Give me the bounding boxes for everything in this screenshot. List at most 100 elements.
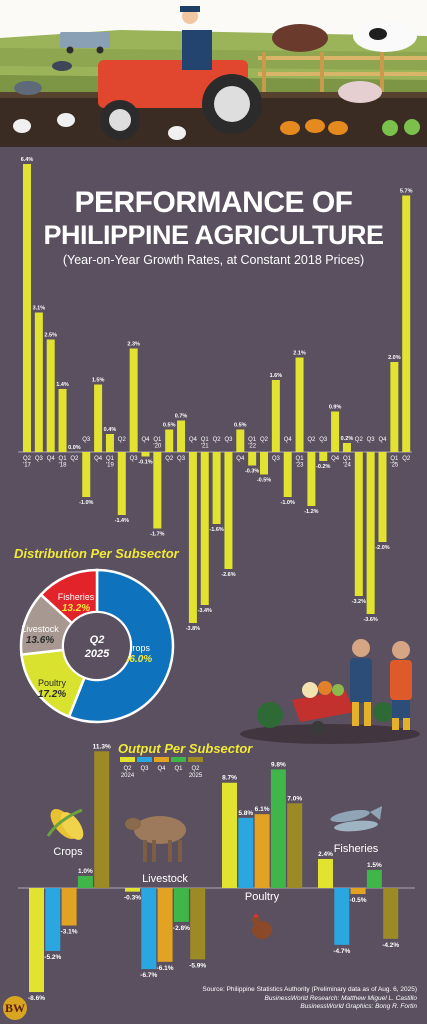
- quarter-tick-label: Q2: [307, 437, 316, 443]
- quarter-tick-label: Q3: [272, 456, 281, 462]
- quarter-tick-label: Q3: [82, 437, 91, 443]
- quarter-tick-label: Q1'20: [153, 437, 162, 450]
- growth-value-label: -1.0%: [281, 500, 295, 506]
- subsector-category-label: Fisheries: [334, 843, 379, 855]
- growth-bar: [105, 434, 114, 452]
- growth-value-label: 0.9%: [329, 405, 342, 411]
- output-value-label: -6.1%: [157, 965, 174, 972]
- output-bar: [190, 888, 206, 960]
- growth-bar: [283, 452, 292, 497]
- growth-bar: [248, 452, 257, 466]
- growth-value-label: -1.0%: [79, 500, 93, 506]
- quarter-tick-label: Q1'22: [248, 437, 257, 450]
- output-bar: [77, 875, 93, 888]
- growth-value-label: 0.5%: [163, 423, 176, 429]
- legend-label: Q4: [157, 766, 166, 772]
- growth-bar: [34, 312, 43, 452]
- output-value-label: 11.3%: [93, 743, 111, 750]
- quarter-tick-label: Q2: [165, 456, 174, 462]
- growth-bar: [165, 429, 174, 452]
- output-value-label: -0.3%: [124, 895, 141, 902]
- output-bar: [334, 888, 350, 945]
- slice-percent-label: 13.6%: [26, 635, 54, 646]
- donut-center: [64, 613, 130, 679]
- output-bar: [238, 817, 254, 888]
- slice-percent-label: 13.2%: [62, 603, 90, 614]
- growth-bar: [224, 452, 233, 569]
- growth-value-label: 0.4%: [104, 427, 117, 433]
- donut-center-year: 2025: [84, 648, 110, 660]
- output-value-label: 5.8%: [238, 810, 253, 817]
- growth-bar: [390, 362, 399, 452]
- quarter-tick-label: Q2: [402, 456, 411, 462]
- quarter-tick-label: Q1'24: [343, 456, 352, 469]
- growth-bar: [23, 164, 31, 452]
- legend-label-year: 2024: [121, 773, 135, 779]
- output-value-label: 2.4%: [318, 851, 333, 858]
- growth-value-label: 1.5%: [92, 378, 105, 384]
- growth-bar: [188, 452, 197, 623]
- growth-rate-bar-chart: 6.4% Q2'17 3.1% Q3 2.5% Q4 1.4% Q1'180.0% Q2 -1.0…: [18, 157, 413, 632]
- output-value-label: -3.1%: [61, 929, 78, 936]
- growth-value-label: -1.4%: [115, 518, 129, 524]
- farmers-illustration: [240, 639, 420, 744]
- source-credits: Source: Philippine Statistics Authority …: [202, 986, 417, 1012]
- output-value-label: -2.8%: [173, 925, 190, 932]
- slice-percent-label: 56.0%: [124, 654, 152, 665]
- businessworld-logo: BW: [3, 996, 27, 1020]
- growth-value-label: 0.5%: [234, 423, 247, 429]
- slice-name-label: Poultry: [38, 678, 67, 688]
- output-bar: [318, 858, 333, 888]
- quarter-tick-label: Q4: [94, 456, 103, 462]
- output-value-label: -5.2%: [44, 954, 61, 961]
- growth-value-label: 2.3%: [127, 342, 140, 348]
- growth-value-label: 2.5%: [44, 333, 57, 339]
- subsector-category-label: Livestock: [142, 873, 188, 885]
- legend-label: Q3: [140, 766, 149, 772]
- growth-value-label: 1.4%: [56, 382, 69, 388]
- page-subtitle: (Year-on-Year Growth Rates, at Constant …: [62, 253, 365, 267]
- growth-bar: [94, 384, 103, 452]
- quarter-tick-label: Q3: [35, 456, 44, 462]
- growth-value-label: -0.5%: [257, 478, 271, 484]
- growth-value-label: -3.2%: [352, 599, 366, 605]
- growth-bar: [260, 452, 268, 475]
- growth-bar: [58, 389, 67, 452]
- output-value-label: -0.5%: [350, 897, 367, 904]
- graphics-credit: BusinessWorld Graphics: Bong R. Fortin: [300, 1003, 417, 1010]
- growth-value-label: -3.4%: [198, 608, 212, 614]
- output-bar: [173, 888, 189, 922]
- output-value-label: 6.1%: [255, 806, 270, 813]
- growth-value-label: 2.1%: [293, 351, 306, 357]
- donut-slice-crops: [67, 568, 175, 724]
- quarter-tick-label: Q3: [224, 437, 233, 443]
- growth-value-label: -0.2%: [316, 464, 330, 470]
- growth-bar: [307, 452, 316, 506]
- legend-label-year: 2025: [189, 773, 203, 779]
- output-bar: [94, 751, 110, 888]
- growth-value-label: 0.7%: [175, 414, 188, 420]
- quarter-tick-label: Q4: [141, 437, 150, 443]
- output-value-label: 1.0%: [78, 868, 93, 875]
- output-value-label: 8.7%: [222, 775, 237, 782]
- growth-value-label: 5.7%: [400, 189, 413, 195]
- growth-bar: [366, 452, 375, 614]
- subsector-category-label: Crops: [53, 846, 83, 858]
- growth-value-label: -1.7%: [150, 532, 164, 538]
- output-bar: [29, 888, 44, 993]
- quarter-tick-label: Q2'17: [23, 456, 32, 469]
- output-bar: [45, 888, 61, 951]
- growth-value-label: 0.2%: [341, 436, 354, 442]
- growth-value-label: -0.1%: [138, 460, 152, 466]
- growth-bar: [354, 452, 363, 596]
- quarter-tick-label: Q3: [177, 456, 186, 462]
- growth-bar: [402, 195, 411, 452]
- legend-swatch: [120, 757, 135, 762]
- growth-bar: [46, 339, 55, 452]
- growth-value-label: 6.4%: [21, 157, 34, 163]
- growth-value-label: -2.6%: [221, 572, 235, 578]
- output-value-label: -4.7%: [333, 948, 350, 955]
- distribution-section-title: Distribution Per Subsector: [14, 546, 179, 561]
- quarter-tick-label: Q1'21: [201, 437, 210, 450]
